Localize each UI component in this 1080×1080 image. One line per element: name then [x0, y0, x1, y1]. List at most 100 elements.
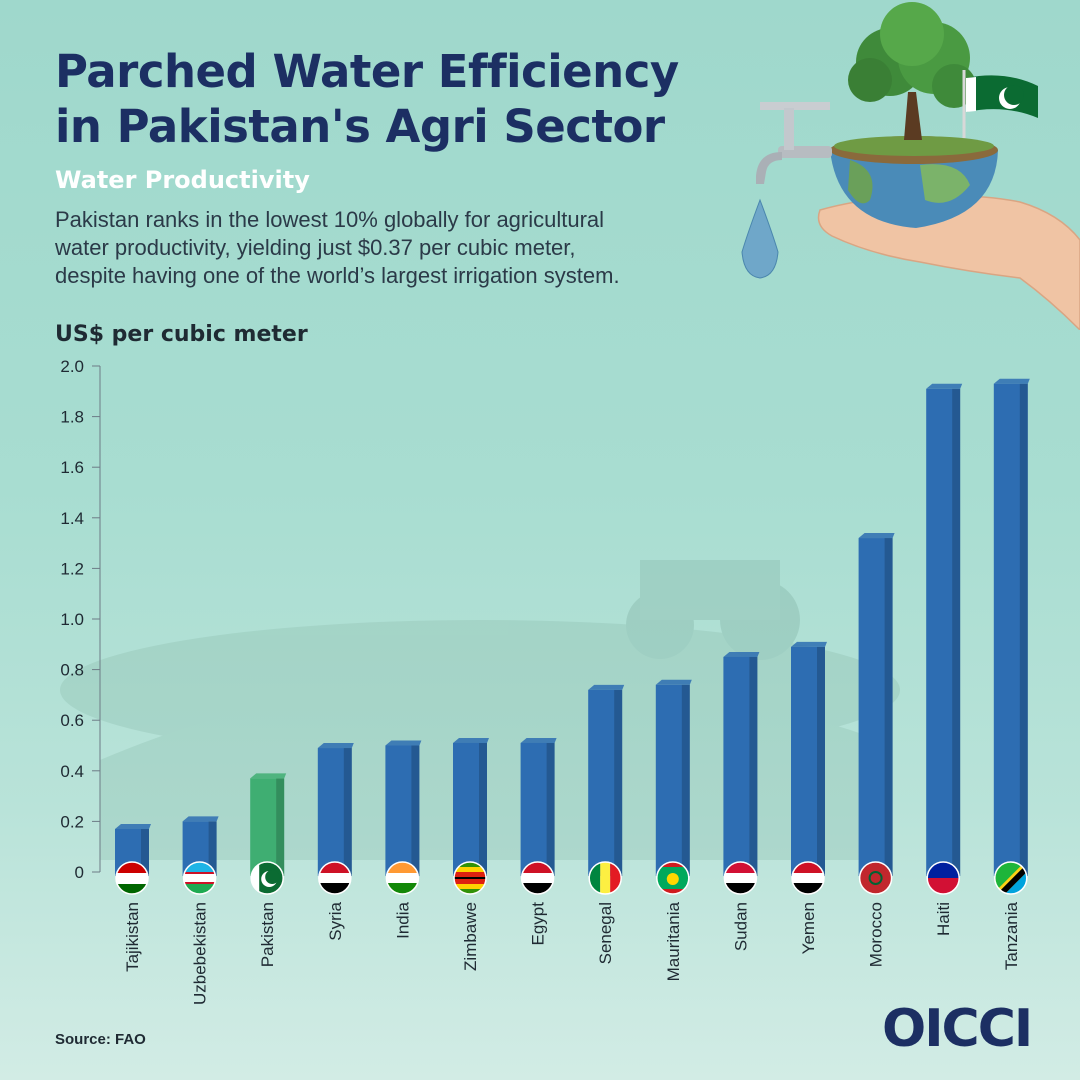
flag-pakistan-icon — [250, 861, 284, 895]
bar-body — [723, 656, 758, 876]
bar-body — [385, 745, 420, 876]
bar-body — [926, 388, 961, 876]
bar-side-shade — [208, 821, 217, 876]
bar-side-shade — [141, 828, 149, 876]
bar-zimbawe — [453, 737, 489, 876]
y-tick-label: 2.0 — [60, 357, 84, 376]
subtitle: Water Productivity — [55, 166, 310, 194]
bar-top-face — [588, 684, 625, 690]
bar-top-face — [993, 378, 1030, 384]
bar-side-shade — [614, 689, 623, 876]
y-tick-label: 1.2 — [60, 559, 84, 578]
x-tick-label: Sudan — [731, 902, 750, 951]
bar-tanzania — [993, 378, 1030, 876]
flag-tajikistan-icon — [115, 861, 149, 895]
bar-top-face — [250, 773, 287, 779]
y-tick-label: 0.2 — [60, 812, 84, 831]
source-note: Source: FAO — [55, 1031, 146, 1048]
water-tap-icon — [756, 102, 832, 184]
bar-side-shade — [276, 778, 285, 876]
bar-body — [993, 383, 1028, 876]
bar-haiti — [926, 383, 963, 876]
bar-body — [791, 646, 825, 876]
bar-top-face — [858, 533, 895, 539]
bar-body — [453, 742, 487, 876]
bar-body — [250, 778, 285, 876]
flag-syria-icon — [318, 861, 352, 895]
bar-india — [385, 740, 422, 876]
bars — [115, 378, 1030, 876]
y-tick-label: 1.6 — [60, 458, 84, 477]
bar-sudan — [723, 651, 760, 876]
title-line-1: Parched Water Efficiency — [55, 45, 679, 98]
hero-illustration — [741, 2, 1080, 330]
bar-side-shade — [817, 646, 825, 876]
flag-yemen-icon — [791, 861, 825, 895]
bar-top-face — [926, 383, 963, 389]
bar-mauritania — [655, 679, 692, 876]
bar-body — [655, 684, 690, 876]
flag-sudan-icon — [723, 861, 758, 895]
x-tick-label: Syria — [326, 901, 345, 940]
bar-top-face — [655, 679, 692, 685]
bar-side-shade — [952, 388, 961, 876]
x-tick-label: Mauritania — [664, 901, 683, 981]
bar-side-shade — [884, 538, 893, 876]
globe-bowl-icon — [830, 136, 998, 228]
description-line-2: water productivity, yielding just $0.37 … — [55, 235, 576, 260]
flag-uzbebekistan-icon — [182, 861, 217, 895]
x-tick-label: Egypt — [529, 902, 548, 946]
y-tick-label: 1.4 — [60, 509, 84, 528]
x-tick-label: Morocco — [867, 902, 886, 967]
bar-body — [588, 689, 623, 876]
y-tick-label: 1.0 — [60, 610, 84, 629]
bar-top-face — [453, 737, 489, 743]
bar-syria — [317, 743, 354, 876]
title-line-2: in Pakistan's Agri Sector — [55, 100, 665, 153]
description-line-1: Pakistan ranks in the lowest 10% globall… — [55, 207, 605, 232]
bar-side-shade — [1019, 383, 1028, 876]
flags — [115, 861, 1028, 895]
bar-side-shade — [681, 684, 690, 876]
description-line-3: despite having one of the world’s larges… — [55, 263, 620, 288]
bar-pakistan — [250, 773, 287, 876]
x-tick-label: Haiti — [934, 902, 953, 936]
y-tick-label: 1.8 — [60, 408, 84, 427]
bar-top-face — [317, 743, 354, 749]
bar-side-shade — [479, 742, 487, 876]
x-tick-label: Senegal — [596, 902, 615, 964]
bar-egypt — [520, 737, 557, 876]
bar-morocco — [858, 533, 895, 876]
x-tick-label: Pakistan — [258, 902, 277, 967]
bar-top-face — [182, 816, 219, 822]
bar-top-face — [723, 651, 760, 657]
x-axis-labels: Tajikistan Uzbebekistan Pakistan Syria India… — [123, 901, 1021, 1005]
y-axis-title: US$ per cubic meter — [55, 322, 308, 347]
y-tick-label: 0 — [75, 863, 84, 882]
bar-side-shade — [411, 745, 420, 876]
flag-morocco-icon — [858, 861, 893, 895]
bar-senegal — [588, 684, 625, 876]
bar-yemen — [791, 641, 827, 876]
logo-text: OICCI — [882, 999, 1033, 1059]
bar-side-shade — [749, 656, 758, 876]
x-tick-label: Tanzania — [1002, 901, 1021, 970]
bar-side-shade — [343, 748, 352, 876]
bar-side-shade — [546, 742, 555, 876]
bar-body — [520, 742, 555, 876]
bar-body — [858, 538, 893, 876]
x-tick-label: Tajikistan — [123, 902, 142, 972]
y-axis: 0 0.2 0.4 0.6 0.8 1.0 1.2 1.4 1.6 1.8 2.0 — [60, 357, 100, 882]
bar-top-face — [385, 740, 422, 746]
x-tick-label: Uzbebekistan — [191, 902, 210, 1005]
flag-zimbawe-icon — [453, 861, 487, 895]
bar-top-face — [520, 737, 557, 743]
x-tick-label: India — [393, 901, 412, 938]
pakistan-flag-icon — [962, 70, 1038, 138]
bar-top-face — [115, 823, 151, 829]
flag-egypt-icon — [520, 861, 555, 895]
y-tick-label: 0.8 — [60, 661, 84, 680]
page-title: Parched Water Efficiency in Pakistan's A… — [55, 44, 679, 154]
y-tick-label: 0.4 — [60, 762, 84, 781]
